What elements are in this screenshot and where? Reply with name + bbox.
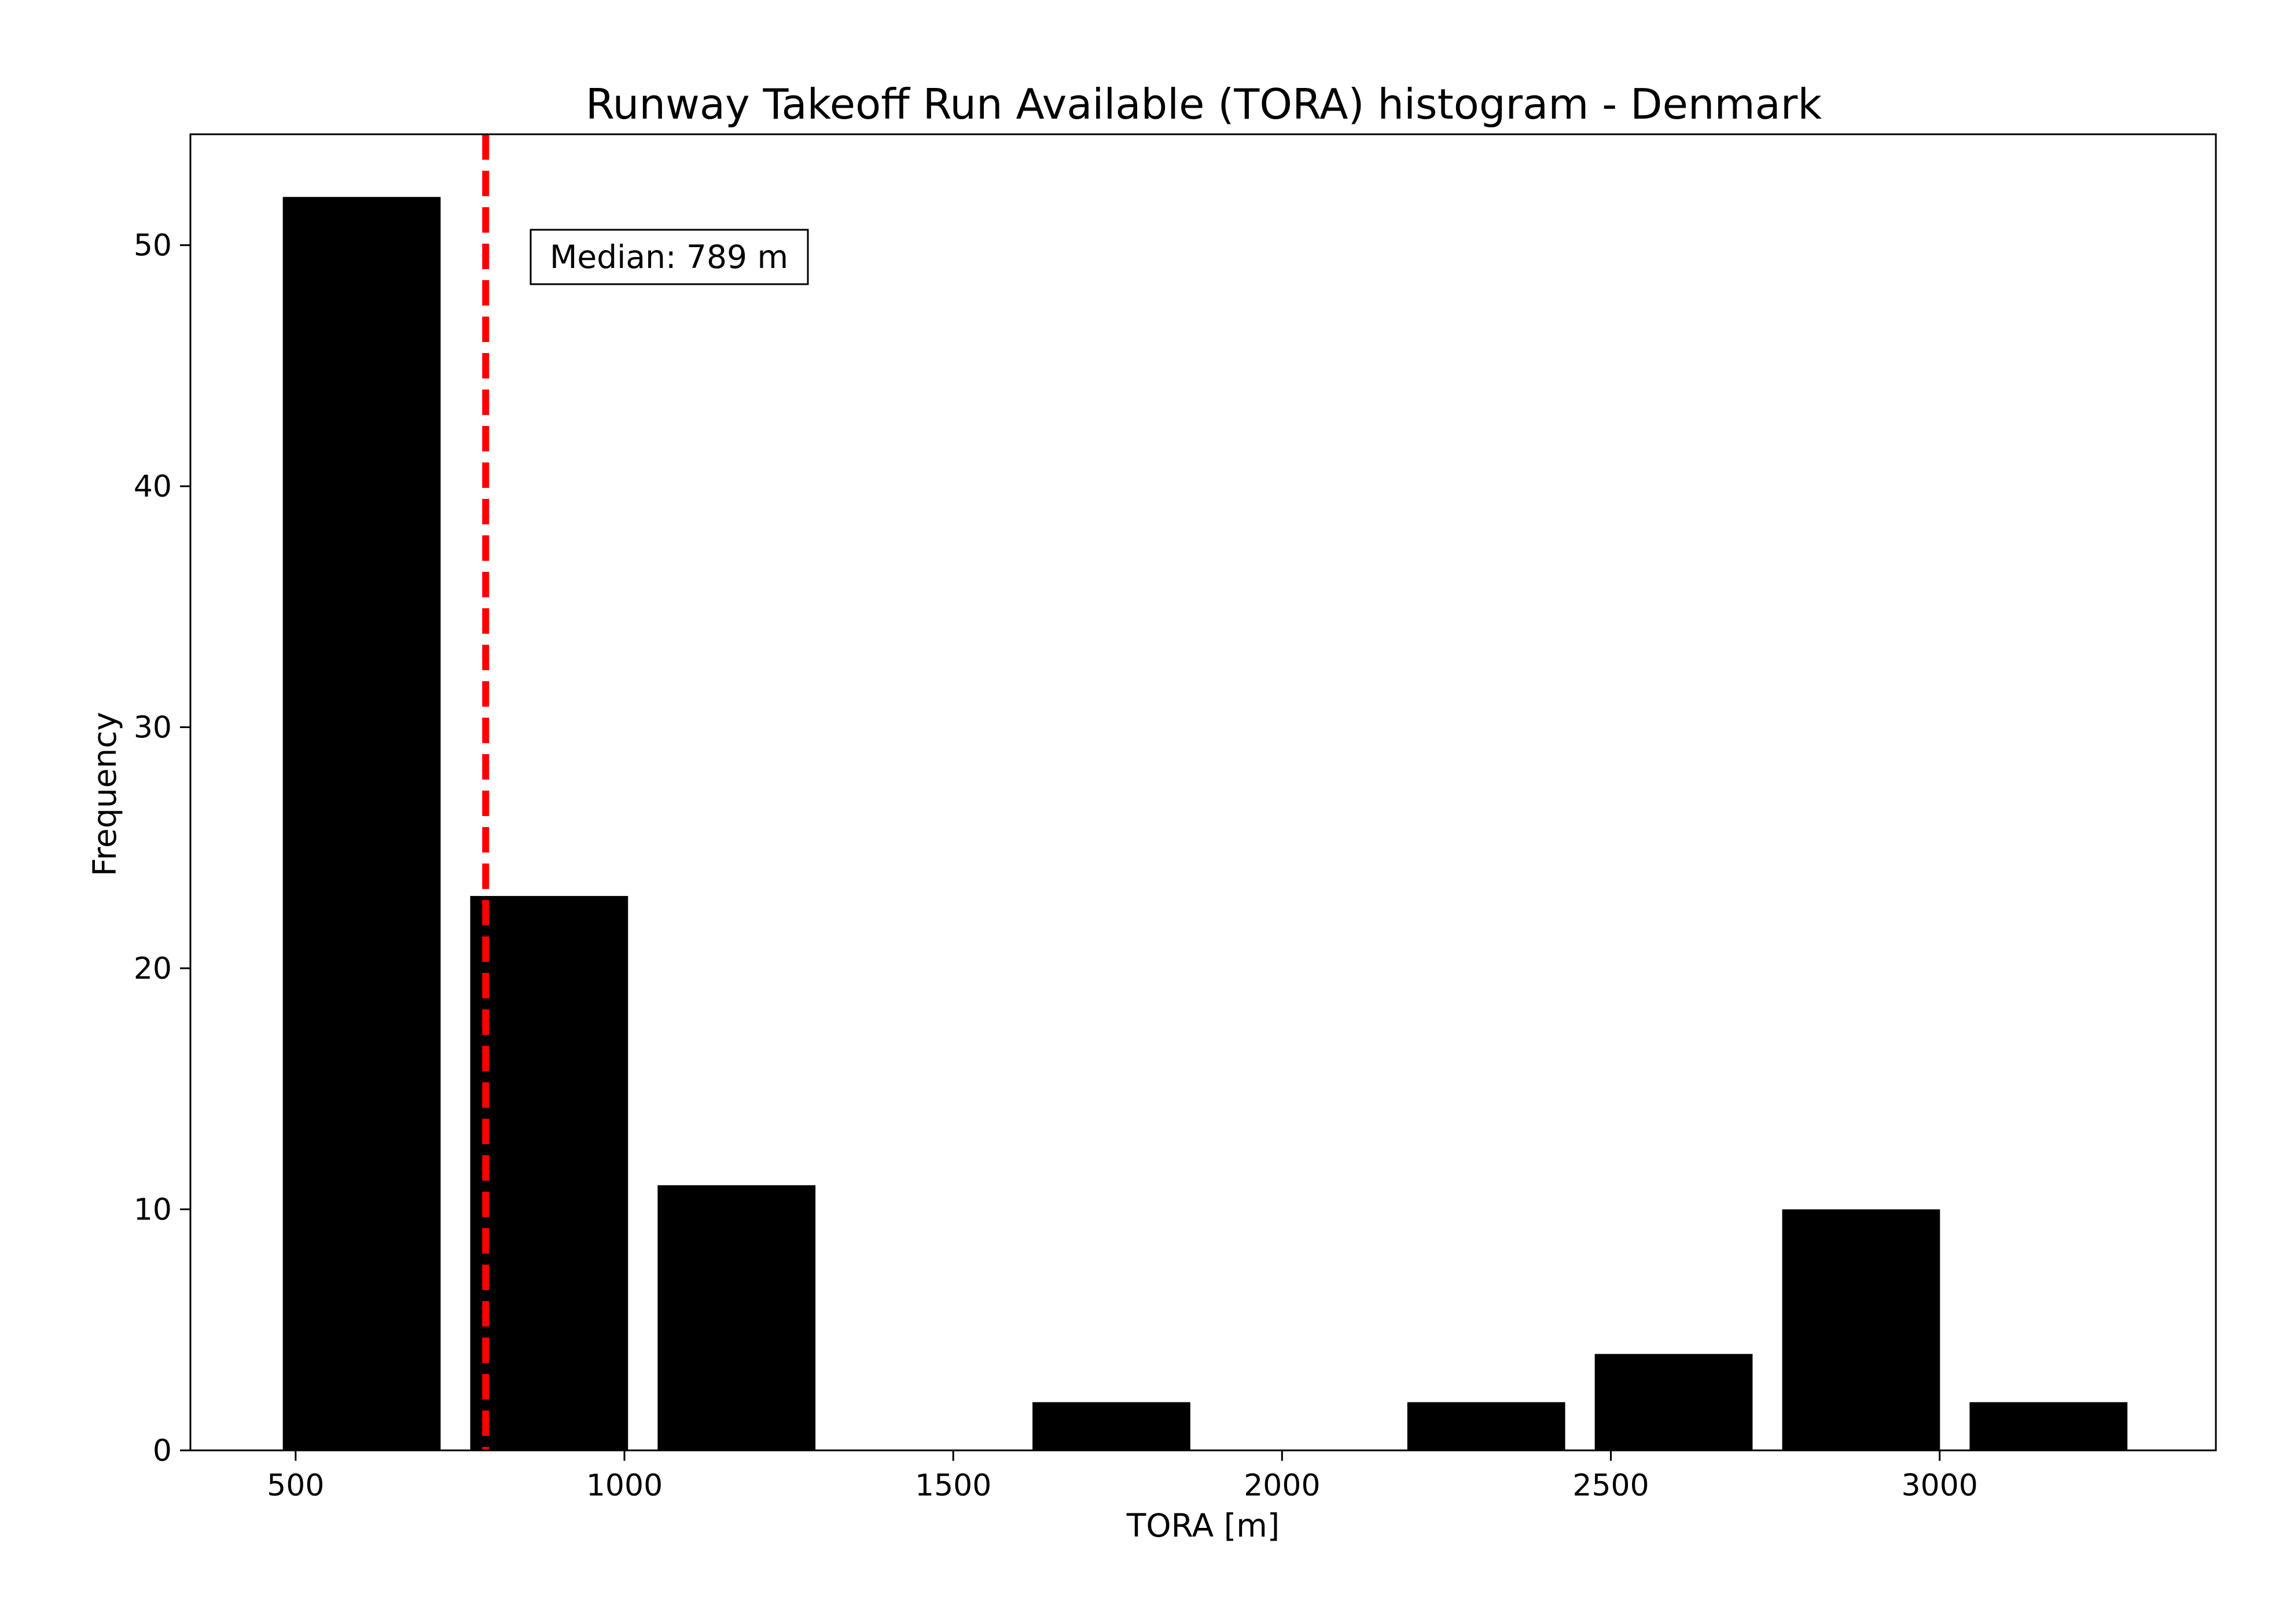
x-tick-label-500: 500: [267, 1468, 324, 1503]
histogram-bar-2: [657, 1185, 816, 1450]
median-annotation: Median: 789 m: [530, 229, 809, 285]
histogram-bar-8: [1782, 1209, 1940, 1450]
median-annotation-box: [530, 229, 809, 285]
y-axis-label: Frequency: [86, 712, 123, 876]
histogram-bar-6: [1407, 1402, 1565, 1450]
x-tick-label-1500: 1500: [915, 1468, 991, 1503]
y-tick-label-30: 30: [134, 711, 172, 745]
median-annotation-text: Median: 789 m: [550, 238, 788, 275]
y-tick-label-10: 10: [134, 1193, 172, 1228]
y-tick-label-0: 0: [153, 1434, 172, 1468]
x-tick-label-2000: 2000: [1244, 1468, 1320, 1503]
x-tick-label-3000: 3000: [1902, 1468, 1978, 1503]
x-axis-label: TORA [m]: [1126, 1507, 1280, 1544]
histogram-bar-7: [1594, 1354, 1753, 1450]
plot-area-frame: [189, 133, 2217, 1452]
histogram-bar-4: [1032, 1402, 1190, 1450]
y-axis-ticks: 0 10 20 30 40 50: [134, 229, 190, 1468]
y-tick-label-50: 50: [134, 229, 172, 263]
bars-group: [282, 197, 2128, 1451]
y-tick-label-40: 40: [134, 469, 172, 504]
histogram-bar-1: [470, 896, 628, 1450]
chart-title: Runway Takeoff Run Available (TORA) hist…: [586, 80, 1822, 128]
histogram-bar-9: [1969, 1402, 2128, 1450]
x-axis-ticks: 500 1000 1500 2000 2500 3000: [267, 1450, 1978, 1503]
y-tick-label-20: 20: [134, 951, 172, 986]
x-tick-label-1000: 1000: [586, 1468, 663, 1503]
histogram-bar-0: [282, 197, 441, 1451]
x-tick-label-2500: 2500: [1572, 1468, 1649, 1503]
